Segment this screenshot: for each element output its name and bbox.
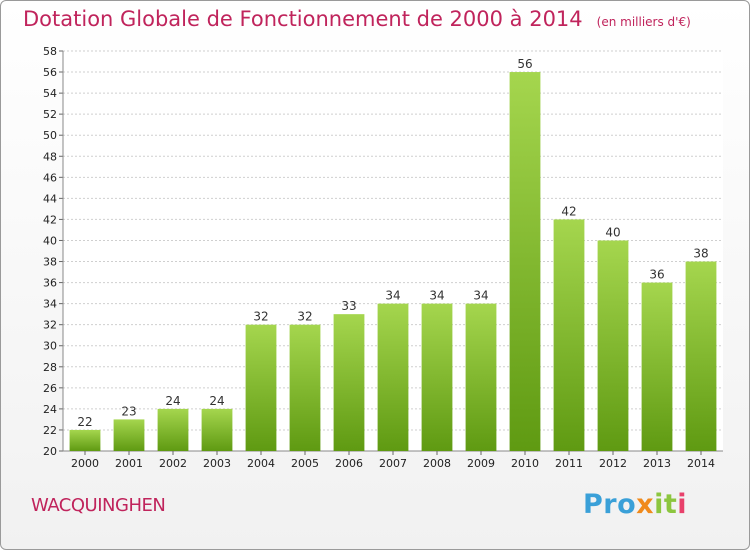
data-label-2012: 40 [605, 225, 620, 239]
bar-2008 [421, 303, 453, 451]
x-tick-label-2008: 2008 [423, 457, 451, 470]
y-tick-label: 34 [43, 298, 57, 311]
y-tick-label: 28 [43, 361, 57, 374]
x-tick-label-2010: 2010 [511, 457, 539, 470]
y-tick-label: 46 [43, 171, 57, 184]
data-label-2007: 34 [385, 289, 400, 303]
x-tick-label-2005: 2005 [291, 457, 319, 470]
x-tick-label-2014: 2014 [687, 457, 715, 470]
x-tick-label-2007: 2007 [379, 457, 407, 470]
logo-part-3: it [654, 489, 678, 520]
proxiti-logo: Proxiti [583, 489, 687, 520]
y-tick-label: 26 [43, 382, 57, 395]
x-tick-label-2001: 2001 [115, 457, 143, 470]
bar-2011 [553, 219, 585, 451]
bar-2003 [201, 408, 233, 451]
data-label-2010: 56 [517, 57, 532, 71]
y-tick-label: 48 [43, 150, 57, 163]
y-tick-label: 44 [43, 192, 57, 205]
y-tick-label: 58 [43, 45, 57, 58]
data-label-2013: 36 [649, 268, 664, 282]
logo-part-2: x [636, 489, 655, 520]
x-tick-label-2003: 2003 [203, 457, 231, 470]
bar-2014 [685, 261, 717, 451]
data-label-2001: 23 [121, 404, 136, 418]
y-tick-label: 22 [43, 424, 57, 437]
commune-name: WACQUINGHEN [31, 495, 166, 516]
logo-part-4: i [677, 489, 688, 520]
bar-2004 [245, 324, 277, 451]
x-tick-label-2000: 2000 [71, 457, 99, 470]
data-label-2011: 42 [561, 204, 576, 218]
data-label-2014: 38 [693, 247, 708, 261]
bar-2000 [69, 429, 101, 451]
x-tick-label-2011: 2011 [555, 457, 583, 470]
x-tick-label-2009: 2009 [467, 457, 495, 470]
y-tick-label: 38 [43, 256, 57, 269]
y-tick-label: 20 [43, 445, 57, 458]
y-tick-label: 40 [43, 234, 57, 247]
y-tick-label: 32 [43, 319, 57, 332]
x-tick-label-2013: 2013 [643, 457, 671, 470]
bars [69, 72, 717, 451]
bar-2013 [641, 282, 673, 451]
logo-part-1: Pro [583, 489, 637, 520]
x-tick-label-2002: 2002 [159, 457, 187, 470]
data-label-2002: 24 [165, 394, 180, 408]
bar-2002 [157, 408, 189, 451]
data-label-2009: 34 [473, 289, 488, 303]
bar-2001 [113, 419, 145, 451]
data-label-2008: 34 [429, 289, 444, 303]
y-tick-label: 54 [43, 87, 57, 100]
chart-title: Dotation Globale de Fonctionnement de 20… [23, 7, 583, 31]
bar-2009 [465, 303, 497, 451]
y-tick-label: 36 [43, 277, 57, 290]
data-label-2005: 32 [297, 310, 312, 324]
x-tick-label-2012: 2012 [599, 457, 627, 470]
y-tick-label: 30 [43, 340, 57, 353]
labels: 20 22 24 26 28 30 32 34 36 38 40 42 44 46 48 50 52 54 56 58… [43, 45, 715, 470]
y-tick-label: 50 [43, 129, 57, 142]
data-label-2000: 22 [77, 415, 92, 429]
y-tick-label: 56 [43, 66, 57, 79]
bar-2010 [509, 72, 541, 451]
title-block: Dotation Globale de Fonctionnement de 20… [23, 7, 691, 31]
bar-2007 [377, 303, 409, 451]
bar-2005 [289, 324, 321, 451]
bar-2012 [597, 240, 629, 451]
data-label-2006: 33 [341, 299, 356, 313]
data-label-2004: 32 [253, 310, 268, 324]
bar-2006 [333, 314, 365, 451]
x-tick-label-2004: 2004 [247, 457, 275, 470]
y-tick-label: 42 [43, 213, 57, 226]
y-tick-label: 24 [43, 403, 57, 416]
chart-subtitle: (en milliers d'€) [596, 15, 691, 29]
data-label-2003: 24 [209, 394, 224, 408]
x-tick-label-2006: 2006 [335, 457, 363, 470]
y-tick-label: 52 [43, 108, 57, 121]
